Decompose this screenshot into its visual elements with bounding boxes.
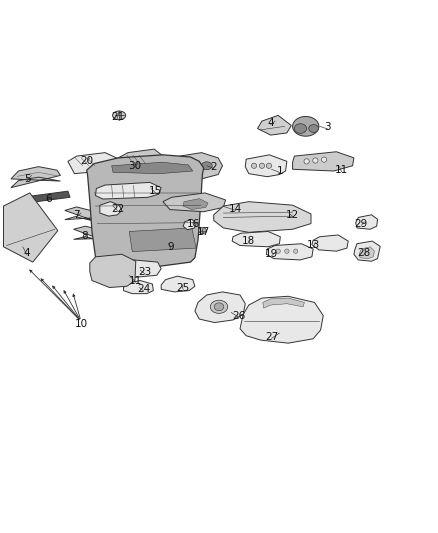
Polygon shape	[113, 260, 161, 278]
Text: 19: 19	[265, 249, 278, 259]
Circle shape	[251, 163, 257, 168]
Polygon shape	[28, 191, 70, 203]
Text: 26: 26	[232, 311, 245, 320]
Text: 4: 4	[267, 118, 274, 128]
Text: 13: 13	[307, 240, 320, 251]
Text: 11: 11	[335, 165, 348, 175]
Text: 16: 16	[187, 219, 200, 229]
Polygon shape	[356, 215, 378, 229]
Text: 23: 23	[138, 266, 151, 277]
Text: 22: 22	[111, 204, 124, 214]
Text: 9: 9	[167, 242, 174, 252]
Text: 4: 4	[24, 248, 31, 259]
Polygon shape	[214, 201, 311, 232]
Text: 20: 20	[80, 156, 93, 166]
Polygon shape	[354, 241, 380, 261]
Text: 12: 12	[286, 210, 299, 220]
Text: 6: 6	[45, 193, 52, 204]
Text: 18: 18	[242, 236, 255, 246]
Polygon shape	[4, 193, 58, 262]
Text: 14: 14	[229, 204, 242, 214]
Polygon shape	[163, 193, 226, 212]
Text: 10: 10	[74, 319, 88, 329]
Ellipse shape	[113, 111, 126, 120]
Ellipse shape	[210, 300, 228, 313]
Circle shape	[313, 158, 318, 163]
Polygon shape	[11, 167, 60, 188]
Polygon shape	[195, 292, 245, 322]
Text: 29: 29	[355, 219, 368, 229]
Polygon shape	[183, 219, 196, 230]
Circle shape	[304, 159, 309, 164]
Polygon shape	[74, 226, 113, 243]
Ellipse shape	[198, 228, 206, 233]
Polygon shape	[183, 199, 208, 209]
Ellipse shape	[214, 303, 224, 311]
Polygon shape	[263, 298, 304, 308]
Polygon shape	[124, 280, 153, 294]
Ellipse shape	[293, 117, 319, 136]
Polygon shape	[129, 228, 196, 252]
Circle shape	[285, 249, 289, 253]
Polygon shape	[258, 115, 291, 135]
Text: 30: 30	[128, 161, 141, 171]
Polygon shape	[266, 244, 313, 260]
Ellipse shape	[184, 161, 197, 171]
Circle shape	[266, 163, 272, 168]
Ellipse shape	[294, 124, 307, 133]
Polygon shape	[118, 149, 164, 171]
Text: 3: 3	[324, 122, 331, 132]
Circle shape	[259, 163, 265, 168]
Polygon shape	[172, 152, 223, 179]
Ellipse shape	[309, 125, 318, 133]
Polygon shape	[293, 152, 354, 171]
Text: 8: 8	[81, 231, 88, 241]
Ellipse shape	[201, 162, 212, 169]
Polygon shape	[87, 155, 204, 266]
Text: 15: 15	[149, 186, 162, 196]
Text: 17: 17	[197, 228, 210, 237]
Text: 7: 7	[73, 210, 80, 220]
Polygon shape	[312, 235, 348, 251]
Text: 1: 1	[277, 166, 284, 176]
Circle shape	[321, 157, 327, 162]
Text: 27: 27	[265, 332, 278, 342]
Polygon shape	[232, 231, 280, 247]
Polygon shape	[95, 182, 161, 199]
Text: 2: 2	[210, 161, 217, 172]
Polygon shape	[240, 296, 323, 343]
Polygon shape	[90, 254, 136, 287]
Polygon shape	[100, 201, 122, 216]
Text: 11: 11	[129, 276, 142, 286]
Polygon shape	[359, 247, 374, 259]
Polygon shape	[68, 152, 119, 174]
Text: 5: 5	[24, 174, 31, 184]
Polygon shape	[245, 155, 287, 177]
Text: 24: 24	[137, 284, 150, 294]
Polygon shape	[112, 162, 193, 174]
Text: 25: 25	[177, 282, 190, 293]
Text: 28: 28	[357, 248, 370, 259]
Circle shape	[276, 249, 280, 253]
Circle shape	[293, 249, 298, 253]
Polygon shape	[65, 207, 100, 222]
Text: 21: 21	[111, 112, 124, 122]
Polygon shape	[161, 276, 195, 292]
